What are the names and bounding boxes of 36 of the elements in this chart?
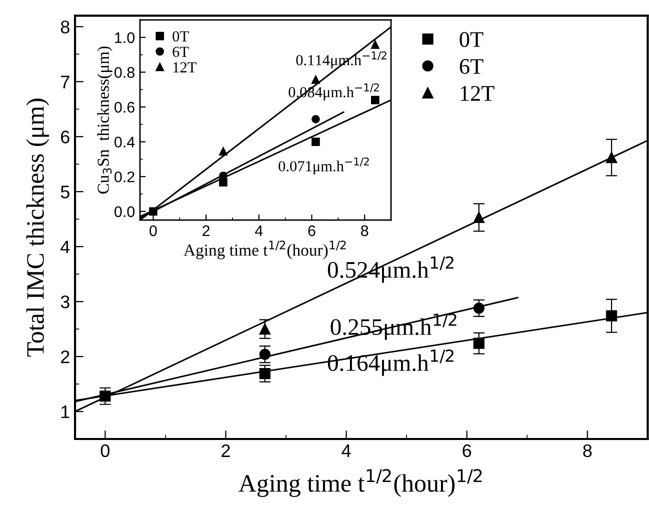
x-tick-label: 6	[308, 225, 316, 236]
annotation: 0.164μm.h$^{1/2}$	[328, 349, 454, 376]
y-tick-label: 1	[62, 406, 70, 418]
legend-label: 6T	[460, 59, 484, 74]
y-tick-label: 0.6	[114, 102, 134, 113]
x-axis-title: Aging time t$^{1/2}$(hour)$^{1/2}$	[238, 469, 482, 497]
y-tick-label: 8	[60, 20, 70, 34]
x-tick-label: 0	[100, 444, 110, 458]
y-tick-label: 2	[61, 350, 70, 364]
x-axis-title: Aging time t$^{1/2}$(hour)$^{1/2}$	[184, 240, 346, 260]
legend-label: 6T	[172, 46, 189, 57]
x-tick-label: 8	[583, 444, 592, 458]
x-tick-label: 6	[462, 444, 472, 458]
y-tick-label: 0.8	[114, 67, 134, 78]
y-tick-label: 7	[61, 76, 70, 88]
legend-label: 0T	[172, 31, 189, 42]
y-tick-label: 0.2	[114, 171, 134, 182]
y-tick-label: 4	[60, 240, 70, 254]
y-tick-label: 6	[61, 130, 70, 144]
y-tick-label: 3	[60, 296, 70, 308]
x-tick-label: 8	[361, 225, 368, 236]
x-tick-label: 0	[150, 225, 157, 236]
annotation: 0.071μm.h$^{−1/2}$	[278, 157, 369, 174]
x-tick-label: 4	[342, 444, 351, 457]
x-tick-label: 2	[202, 225, 210, 236]
y-tick-label: 0.0	[114, 206, 135, 218]
legend-label: 12T	[460, 86, 494, 101]
y-tick-label: 5	[60, 186, 70, 198]
legend-label: 12T	[173, 62, 196, 72]
y-tick-label: 0.4	[114, 136, 135, 148]
y-axis-title: Total IMC thickness (μm)	[26, 98, 50, 357]
y-tick-label: 1.0	[115, 32, 135, 44]
y-axis-title: Cu$_{3}$Sn thickness(μm)	[97, 46, 112, 194]
legend-label: 0T	[460, 32, 484, 48]
x-tick-label: 2	[222, 444, 230, 457]
x-tick-label: 4	[255, 226, 263, 236]
